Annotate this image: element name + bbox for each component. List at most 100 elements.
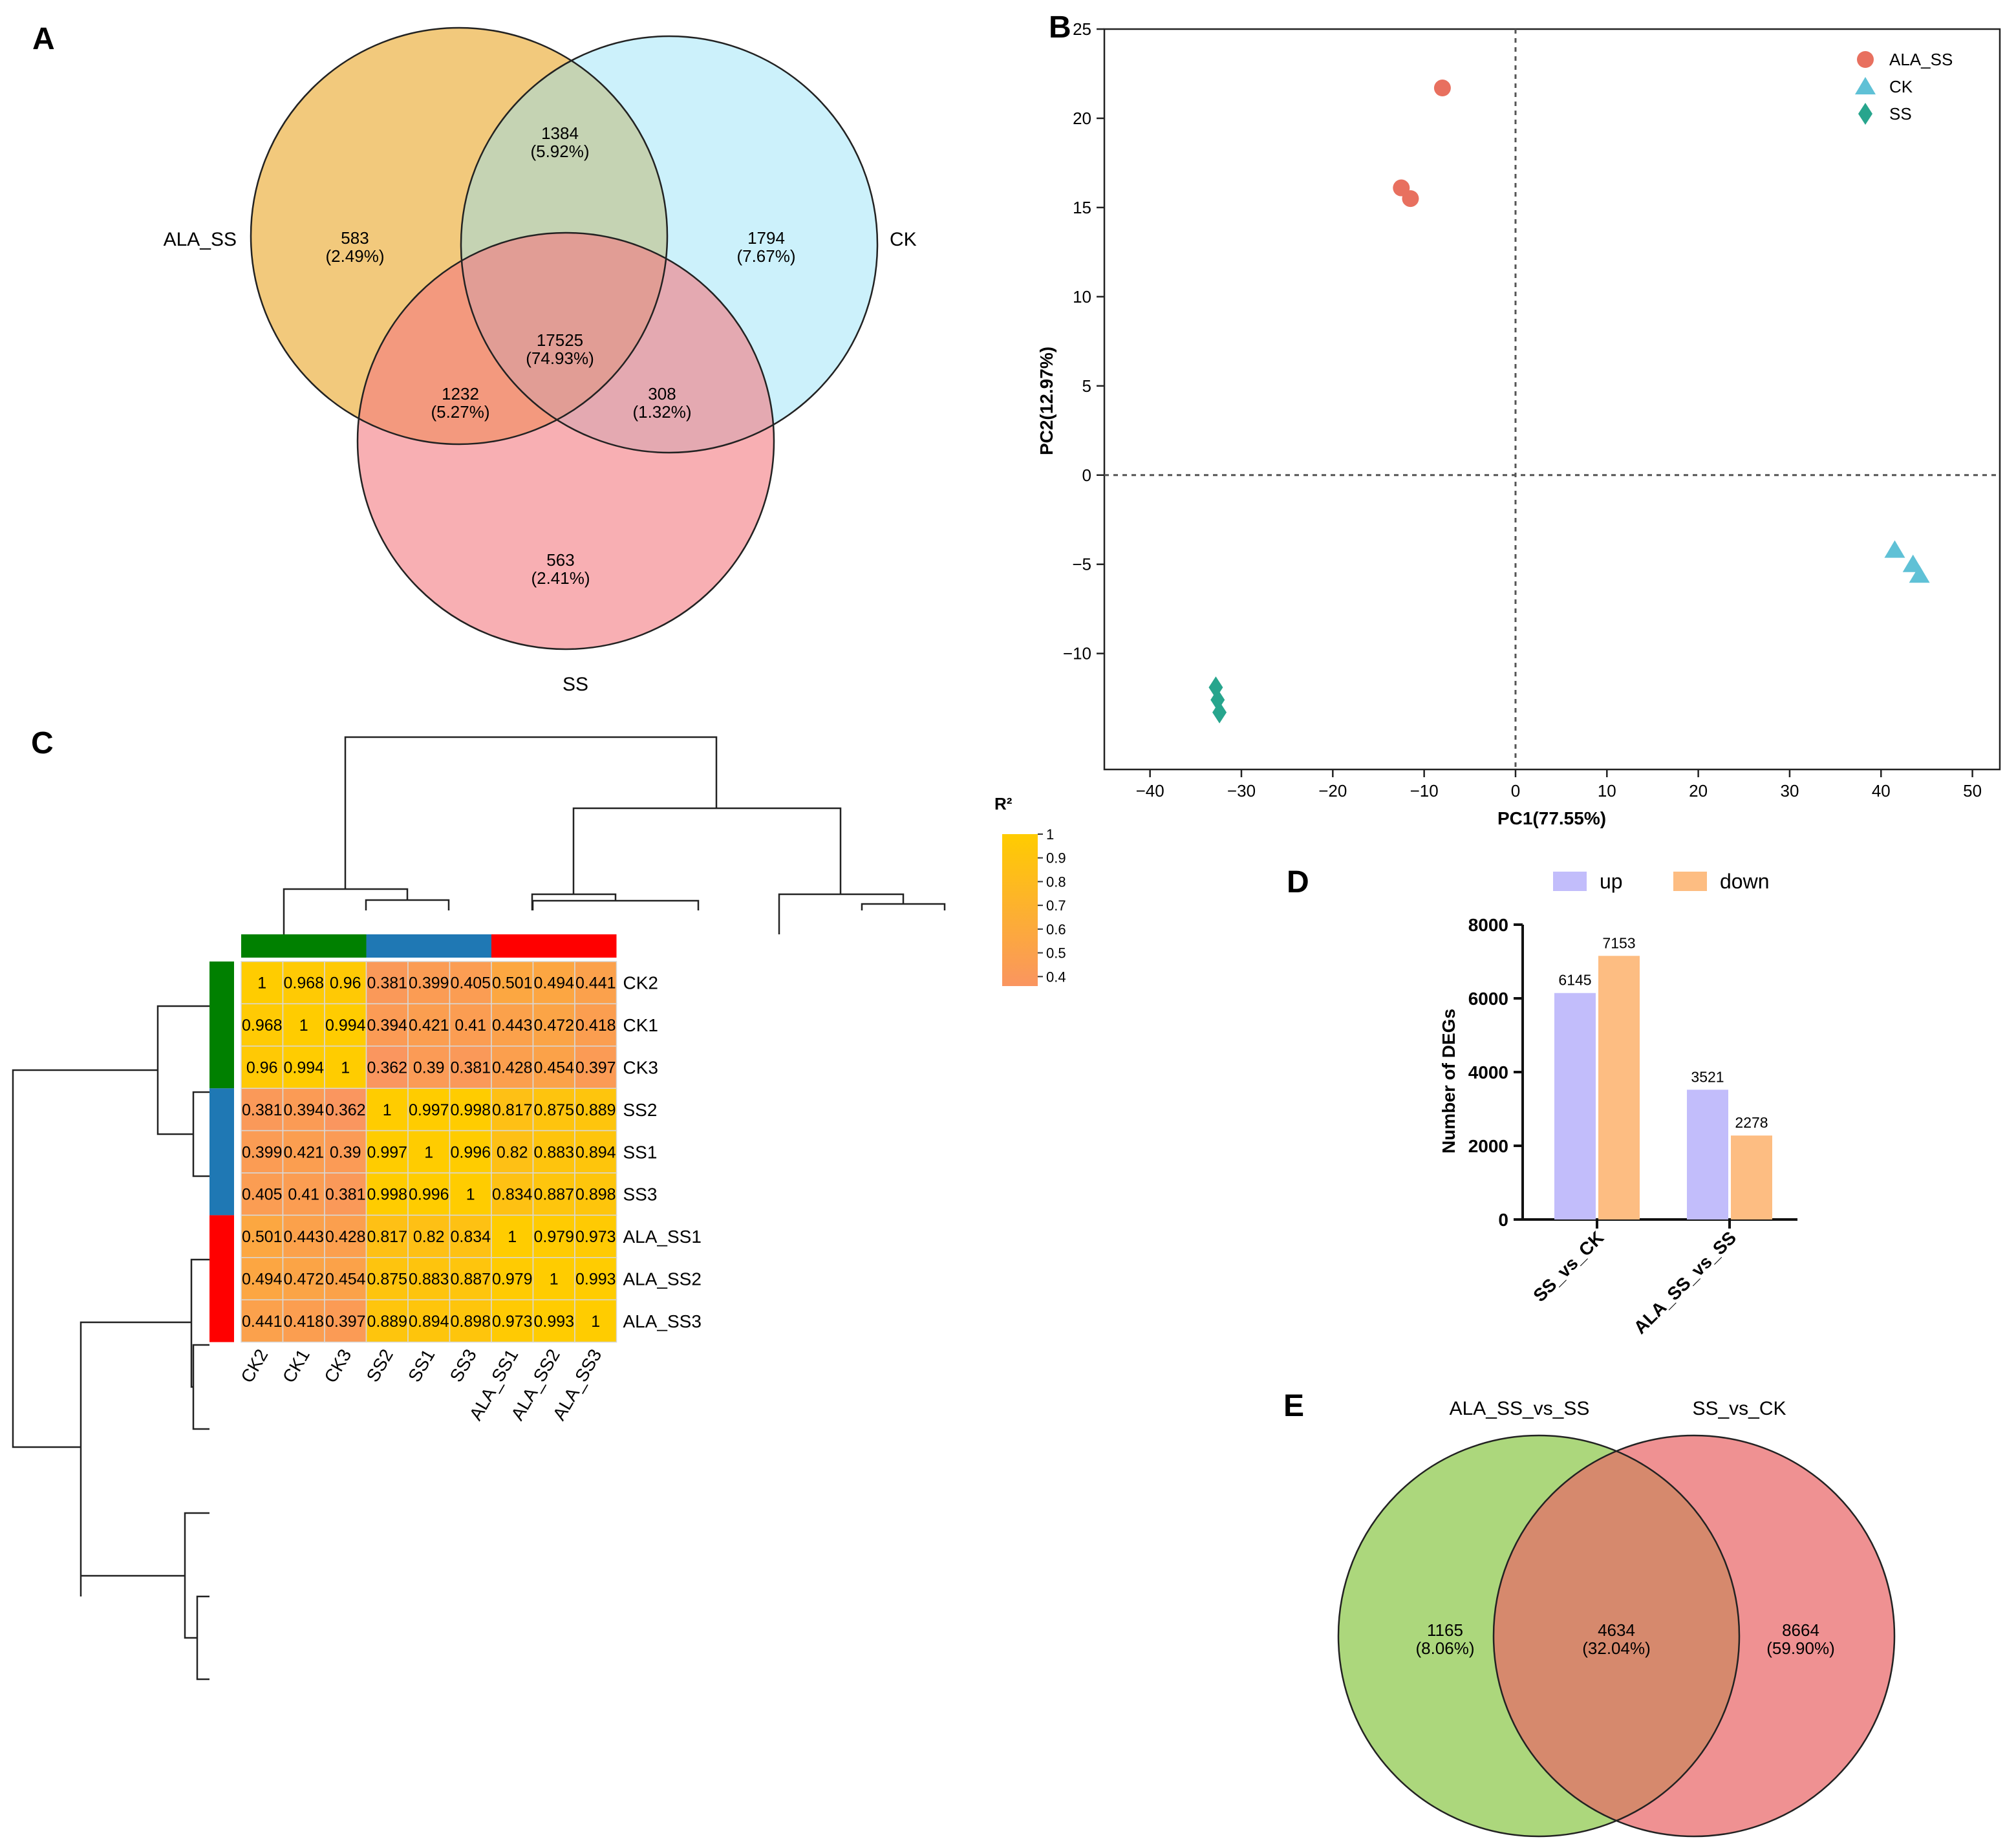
column-group-bar-ala-ss [491,934,617,958]
heatmap-cell-ss3-ss2 [365,1172,409,1216]
heatmap-cell-value: 0.82 [413,1228,445,1246]
deg-bar-chart: up down 0 2000 4000 6000 8000 SS_vs_CK ALA_SS_v… [1439,870,1797,1338]
heatmap-cell-value: 0.381 [450,1059,491,1077]
heatmap-cell-ck2-ss3 [449,961,492,1005]
pca-x-tick-label: 20 [1689,781,1708,800]
panel-label-b: B [1049,10,1071,45]
heatmap-column-label-ck2: CK2 [237,1346,272,1386]
pca-y-tick-label: 20 [1073,109,1091,128]
venn-set-label-ss-vs-ck: SS_vs_CK [1692,1398,1786,1419]
pca-x-tick-label: −10 [1410,781,1439,800]
heatmap-cell-ck1-ala-ss3 [574,1003,617,1047]
venn-count-left-only: 1165 [1427,1620,1463,1640]
venn-e-region-labels: 1165 (8.06%) 4634 (32.04%) 8664 (59.90%) [1415,1620,1834,1658]
heatmap-cell-value: 0.883 [533,1143,574,1161]
heatmap-cell-ala-ss3-ck3 [324,1299,367,1343]
panel-label-d: D [1287,865,1309,899]
heatmap-cell-ala-ss3-ck2 [241,1299,284,1343]
venn-pct-left-only: (8.06%) [1415,1638,1474,1658]
venn-pct-both: (32.04%) [1582,1638,1651,1658]
heatmap-legend-tick-label: 1 [1046,826,1054,843]
deg-bar-ss-vs-ck-up [1554,993,1596,1219]
venn-pct-ala-ck: (5.92%) [530,142,589,161]
heatmap-cell-value: 0.454 [325,1271,366,1289]
heatmap-cell-value: 0.993 [575,1271,616,1289]
heatmap-cell-value: 0.494 [533,974,574,993]
panel-label-a: A [32,22,55,56]
venn-a-region-labels: 583 (2.49%) 1794 (7.67%) 563 (2.41%) 138… [325,124,795,588]
row-group-bar-ck [209,962,234,1089]
venn-a-outlines [250,27,879,650]
venn-count-ala-ss: 1232 [442,384,479,403]
venn-outline-ss-vs-ck [1492,1434,1896,1838]
pca-y-tick-label: −10 [1063,644,1091,663]
venn-count-ala-only: 583 [341,228,369,248]
deg-legend-label-down: down [1720,870,1770,893]
heatmap-column-label-ck1: CK1 [279,1346,314,1386]
heatmap-cell-value: 0.362 [325,1101,366,1119]
heatmap-cells: 1 0.968 0.96 0.381 0.399 0.405 0.501 0.494 0.441… [241,961,617,1343]
heatmap-cell-ss1-ss3 [449,1130,492,1174]
venn-three-set: ALA_SS CK SS 583 (2.49%) 1794 (7.67%) 56… [164,27,917,695]
heatmap-cell-ss1-ala-ss3 [574,1130,617,1174]
pca-x-axis-label: PC1(77.55%) [1497,808,1606,828]
heatmap-cell-value: 0.501 [242,1228,283,1246]
heatmap-legend-tick-label: 0.7 [1046,897,1066,914]
heatmap-cell-value: 0.443 [283,1228,324,1246]
venn-outline-ss [356,231,775,650]
pca-legend-marker-ala-ss [1857,51,1874,68]
heatmap-cell-value: 0.993 [533,1313,574,1331]
pca-scatter-plot: −40 −30 −20 −10 0 10 20 30 40 50 −10 −5 0 5 10 15 20 25 P… [1036,19,2001,828]
heatmap-cell-value: 0.441 [242,1313,283,1331]
heatmap-cell-value: 0.397 [575,1059,616,1077]
heatmap-cell-ala-ss1-ala-ss2 [532,1214,575,1258]
pca-x-tick-label: 10 [1598,781,1616,800]
pca-plot-frame [1103,28,2001,771]
heatmap-cell-value: 0.997 [367,1143,407,1161]
heatmap-cell-value: 0.96 [246,1059,278,1077]
heatmap-cell-ck2-ala-ss3 [574,961,617,1005]
pca-legend-marker-ss [1858,103,1872,125]
heatmap-cell-value: 0.998 [367,1186,407,1204]
heatmap-row-label-ck1: CK1 [623,1015,658,1035]
heatmap-legend-tick-label: 0.9 [1046,850,1066,866]
heatmap-group-bars [209,934,617,1342]
pca-y-axis-label: PC2(12.97%) [1036,347,1056,455]
venn-outline-ck [460,35,879,454]
heatmap-column-label-ck3: CK3 [320,1346,355,1386]
heatmap-cell-value: 0.82 [497,1143,528,1161]
heatmap-cell-ss3-ala-ss3 [574,1172,617,1216]
venn-outline-ala-ss-vs-ss [1337,1434,1741,1838]
heatmap-cell-ss3-ala-ss2 [532,1172,575,1216]
heatmap-cell-ala-ss2-ck2 [241,1257,284,1300]
heatmap-cell-ck3-ala-ss1 [491,1046,534,1089]
heatmap-row-label-ala-ss3: ALA_SS3 [623,1311,702,1331]
venn-count-ala-ck: 1384 [541,124,579,143]
pca-legend-label-ss: SS [1889,104,1912,124]
heatmap-row-label-ck3: CK3 [623,1058,658,1078]
heatmap-cell-ck3-ss3 [449,1046,492,1089]
venn-count-ck-ss: 308 [648,384,676,403]
heatmap-row-label-ck2: CK2 [623,973,658,993]
heatmap-cell-ss2-ss2 [365,1088,409,1132]
heatmap-cell-value: 1 [508,1228,517,1246]
heatmap-cell-value: 1 [383,1101,392,1119]
heatmap-cell-value: 1 [257,974,266,993]
pca-legend-marker-ck [1855,77,1876,94]
pca-y-tick-label: 5 [1082,376,1091,396]
heatmap-cell-value: 1 [299,1016,308,1035]
heatmap-cell-ck3-ss2 [365,1046,409,1089]
heatmap-cell-value: 0.381 [325,1186,366,1204]
heatmap-cell-value: 0.41 [455,1016,486,1035]
heatmap-cell-value: 0.418 [283,1313,324,1331]
venn-circle-ss [358,233,774,649]
pca-y-tick-label: 15 [1073,198,1091,217]
heatmap-cell-value: 0.397 [325,1313,366,1331]
heatmap-cell-value: 0.968 [283,974,324,993]
heatmap-cell-value: 0.399 [409,974,449,993]
heatmap-cell-ck2-ala-ss1 [491,961,534,1005]
heatmap-cell-ss2-ck1 [282,1088,325,1132]
heatmap-cell-ck2-ck1 [282,961,325,1005]
heatmap-cell-ck3-ala-ss2 [532,1046,575,1089]
